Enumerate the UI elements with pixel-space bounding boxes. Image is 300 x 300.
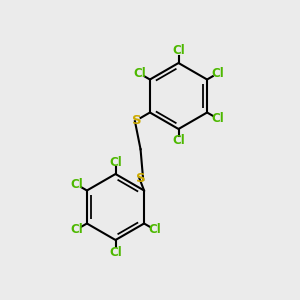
Text: Cl: Cl: [70, 178, 83, 191]
Text: S: S: [136, 172, 146, 185]
Text: Cl: Cl: [148, 223, 161, 236]
Text: Cl: Cl: [109, 155, 122, 169]
Text: Cl: Cl: [211, 112, 224, 125]
Text: Cl: Cl: [172, 134, 185, 148]
Text: Cl: Cl: [133, 67, 146, 80]
Text: S: S: [132, 113, 142, 127]
Text: Cl: Cl: [211, 67, 224, 80]
Text: Cl: Cl: [172, 44, 185, 58]
Text: Cl: Cl: [109, 245, 122, 259]
Text: Cl: Cl: [70, 223, 83, 236]
